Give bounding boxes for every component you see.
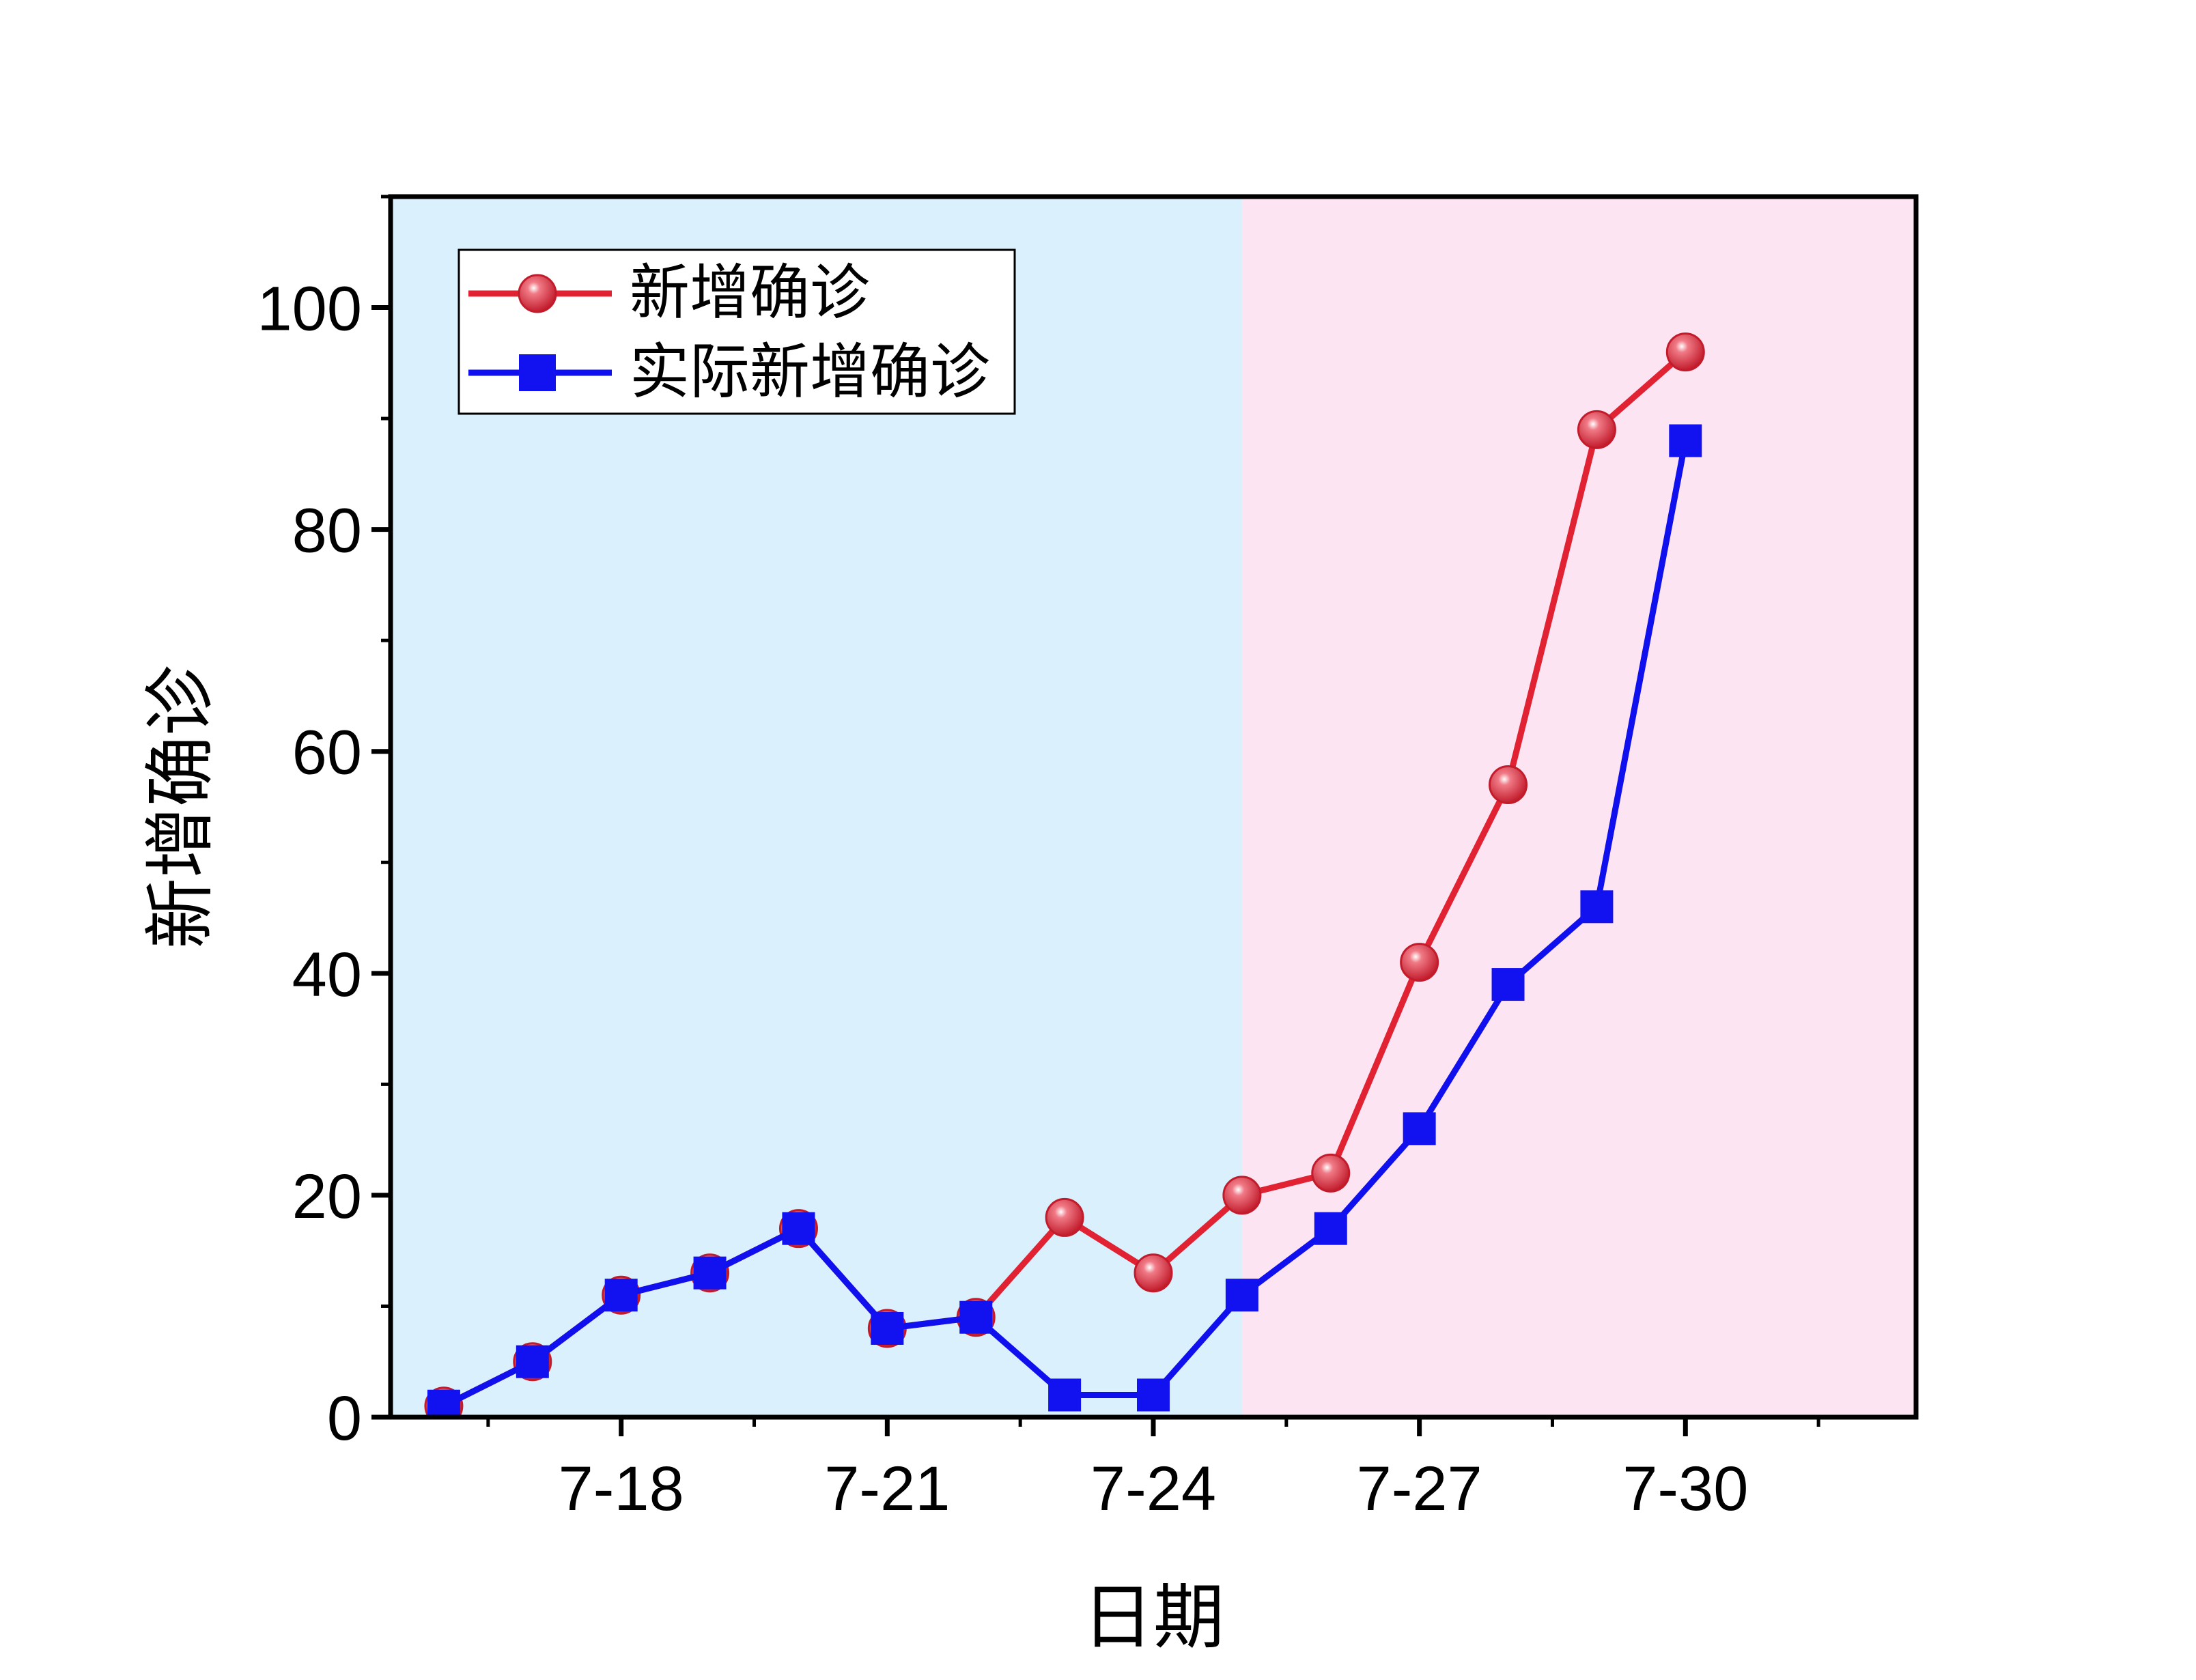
point-actual — [1403, 1112, 1436, 1145]
y-tick-label: 60 — [292, 718, 362, 788]
point-actual — [1137, 1378, 1170, 1412]
y-axis-title: 新增确诊 — [139, 665, 222, 949]
x-tick-label: 7-24 — [1090, 1454, 1216, 1524]
point-actual — [1314, 1212, 1347, 1245]
point-confirmed — [1311, 1153, 1351, 1193]
point-confirmed — [1400, 943, 1439, 982]
y-tick-label: 80 — [292, 496, 362, 566]
point-actual — [782, 1212, 815, 1245]
legend-label-actual: 实际新增确诊 — [630, 337, 990, 407]
y-tick-label: 20 — [292, 1162, 362, 1231]
point-actual — [427, 1389, 460, 1417]
x-tick-label: 7-27 — [1357, 1454, 1482, 1524]
region-1 — [1241, 197, 1916, 1417]
point-confirmed — [1577, 410, 1616, 449]
point-confirmed — [1045, 1197, 1084, 1237]
point-actual — [959, 1300, 993, 1334]
point-actual — [693, 1256, 727, 1290]
point-confirmed — [1665, 332, 1705, 372]
point-actual — [1491, 968, 1525, 1001]
legend-label-confirmed: 新增确诊 — [630, 257, 870, 328]
y-tick-label: 0 — [327, 1384, 362, 1453]
legend: 新增确诊 实际新增确诊 — [458, 248, 1016, 415]
point-confirmed — [1222, 1176, 1262, 1215]
y-tick-label: 40 — [292, 940, 362, 1010]
point-confirmed — [1134, 1253, 1173, 1293]
point-actual — [871, 1311, 904, 1345]
y-tick-label: 100 — [257, 274, 363, 344]
legend-marker-actual — [519, 354, 556, 391]
x-tick-label: 7-30 — [1622, 1454, 1748, 1524]
x-tick-label: 7-21 — [824, 1454, 950, 1524]
x-axis-title: 日期 — [1082, 1576, 1224, 1659]
legend-marker-confirmed — [518, 274, 557, 313]
point-actual — [1225, 1279, 1258, 1312]
point-actual — [516, 1345, 549, 1378]
point-actual — [604, 1279, 638, 1312]
point-confirmed — [1489, 765, 1528, 804]
point-actual — [1048, 1378, 1082, 1412]
point-actual — [1669, 424, 1702, 457]
point-actual — [1580, 890, 1614, 924]
x-tick-label: 7-18 — [559, 1454, 684, 1524]
